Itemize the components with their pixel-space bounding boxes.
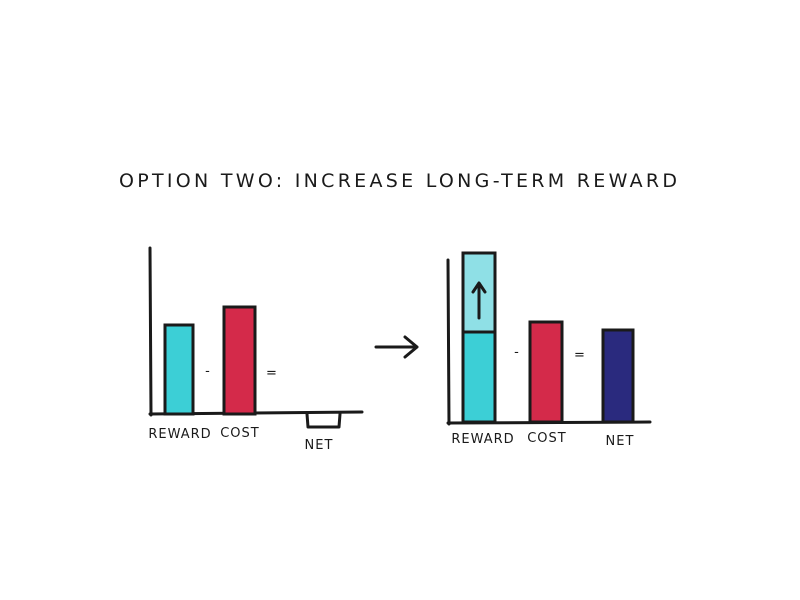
after-cost-label: COST xyxy=(527,431,567,446)
after-net-bar xyxy=(601,328,635,424)
before-reward-label: REWARD xyxy=(148,427,211,442)
after-minus-sign: - xyxy=(514,345,520,360)
before-net-label: NET xyxy=(305,438,334,453)
transition-arrow-icon xyxy=(374,335,419,359)
after-equals-sign: = xyxy=(574,348,586,363)
after-y-axis xyxy=(446,258,451,426)
before-reward-bar xyxy=(163,323,195,416)
after-chart: - = REWARD COST NET xyxy=(446,251,652,449)
after-cost-bar xyxy=(528,320,564,424)
after-reward-bar xyxy=(461,330,497,424)
before-cost-label: COST xyxy=(220,426,260,441)
after-reward-label: REWARD xyxy=(451,432,514,447)
before-chart: - = REWARD COST NET xyxy=(148,246,364,453)
before-net-bar xyxy=(305,412,342,429)
diagram-title: OPTION TWO: INCREASE LONG-TERM REWARD xyxy=(119,170,679,192)
before-minus-sign: - xyxy=(205,364,211,379)
before-y-axis xyxy=(148,246,153,417)
before-equals-sign: = xyxy=(266,366,278,381)
after-net-label: NET xyxy=(606,434,635,449)
before-cost-bar xyxy=(222,305,257,416)
increase-arrow-icon xyxy=(471,281,487,320)
